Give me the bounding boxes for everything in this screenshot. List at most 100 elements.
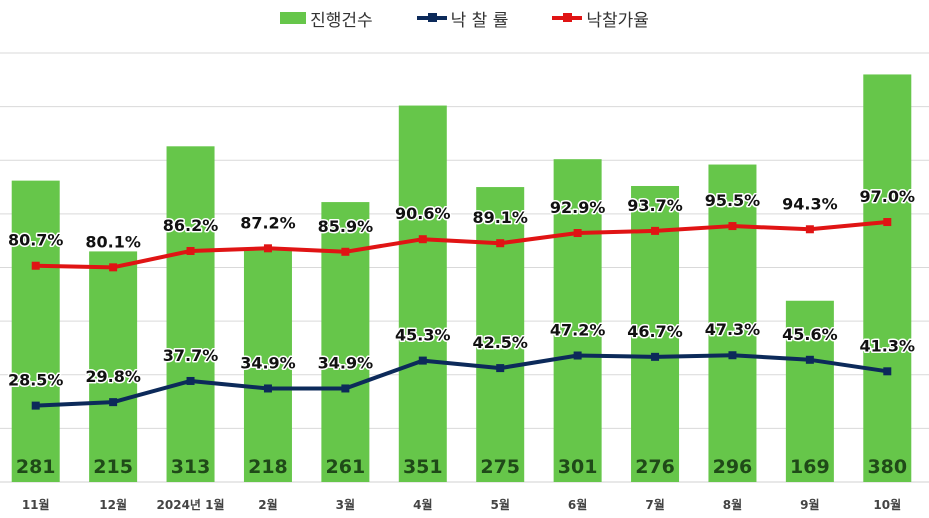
percent-label: 47.3% [705,320,761,339]
bar-value-label: 215 [93,456,133,478]
legend-item-bars: 진행건수 [280,6,373,31]
bar-series [11,74,912,483]
x-axis-label: 11월 [22,497,50,512]
percent-label: 47.2% [550,321,606,340]
x-axis-label: 9월 [800,497,819,512]
bar-value-label: 275 [480,456,520,478]
line-marker [186,246,195,255]
line-marker [883,218,892,227]
line-marker [341,247,350,256]
legend-label-line1: 낙 찰 률 [450,10,509,31]
bar [398,105,447,483]
bar [553,159,602,483]
legend-label-bars: 진행건수 [310,10,373,31]
bar-value-label: 281 [16,456,56,478]
x-axis-label: 4월 [413,497,432,512]
line-marker [109,398,118,407]
line-series [31,218,892,410]
line-marker [109,263,118,272]
percent-label: 80.1% [85,232,141,251]
x-axis-label: 6월 [568,497,587,512]
line-marker [31,401,40,410]
percent-label: 46.7% [627,322,683,341]
percent-label: 45.6% [782,325,838,344]
gridlines [0,52,929,483]
legend-bar-swatch-icon [280,12,307,24]
line-marker [805,225,814,234]
bar [89,251,138,482]
line-marker [418,235,427,244]
x-axis-label: 10월 [873,497,901,512]
x-axis-label: 2월 [258,497,277,512]
percent-label: 45.3% [395,326,451,345]
bar [631,185,680,483]
chart-legend: 진행건수 낙 찰 률 낙찰가율 [0,4,929,32]
percent-label: 85.9% [318,217,374,236]
percent-label: 29.8% [85,367,141,386]
bar-value-label: 351 [403,456,443,478]
line-marker [263,244,272,253]
x-axis: 11월 12월 2024년 1월 2월 3월 4월 5월 6월 7월 8월 9월 10월 [22,497,901,512]
line-marker [263,384,272,393]
x-axis-label: 2024년 1월 [157,497,225,512]
line-nakchal-rate [35,353,888,408]
x-axis-label: 5월 [491,497,510,512]
line-marker [418,356,427,365]
percent-label: 34.9% [240,353,296,372]
percent-label: 92.9% [550,198,606,217]
line-marker [651,352,660,361]
line-marker [573,229,582,238]
percent-label: 95.5% [705,191,761,210]
x-axis-label: 12월 [99,497,127,512]
line-marker [883,367,892,376]
x-axis-label: 8월 [723,497,742,512]
line-marker [186,376,195,385]
data-labels: 281 215 313 218 261 351 275 301 276 296 169 380 28.5… [6,186,916,478]
percent-label: 80.7% [8,231,64,250]
line-marker [31,261,40,270]
percent-label: 87.2% [240,213,296,232]
percent-label: 94.3% [782,194,838,213]
line-marker [728,351,737,360]
percent-label: 41.3% [860,336,916,355]
bar-value-label: 380 [867,456,907,478]
bar-value-label: 313 [171,456,211,478]
x-axis-label: 3월 [336,497,355,512]
bar-value-label: 276 [635,456,675,478]
percent-label: 37.7% [163,346,219,365]
line-marker [651,226,660,235]
bar [166,146,215,482]
line-marker [728,222,737,231]
bar-value-label: 301 [558,456,598,478]
bar [243,248,292,482]
bar [476,187,525,482]
line-marker [496,364,505,373]
bar-value-label: 218 [248,456,288,478]
legend-label-line2: 낙찰가율 [586,10,649,31]
line-marker [805,355,814,364]
percent-label: 93.7% [627,196,683,215]
bar [11,180,60,482]
bar-value-label: 296 [713,456,753,478]
legend-item-line1: 낙 찰 률 [416,6,509,31]
line-nakchal-price-rate [35,220,888,270]
bar [321,202,370,482]
percent-label: 86.2% [163,216,219,235]
line-marker [341,384,350,393]
x-axis-label: 7월 [645,497,664,512]
percent-label: 42.5% [472,333,528,352]
percent-label: 90.6% [395,204,451,223]
line-marker [496,239,505,248]
legend-line1-marker-icon [416,13,447,22]
bar-value-label: 169 [790,456,830,478]
bar [708,164,757,483]
bar-value-label: 261 [326,456,366,478]
percent-label: 34.9% [318,353,374,372]
legend-line2-marker-icon [552,13,583,22]
percent-label: 97.0% [860,187,916,206]
bar [785,300,834,482]
legend-item-line2: 낙찰가율 [552,6,649,31]
line-marker [573,351,582,360]
percent-label: 28.5% [8,371,64,390]
percent-label: 89.1% [472,208,528,227]
